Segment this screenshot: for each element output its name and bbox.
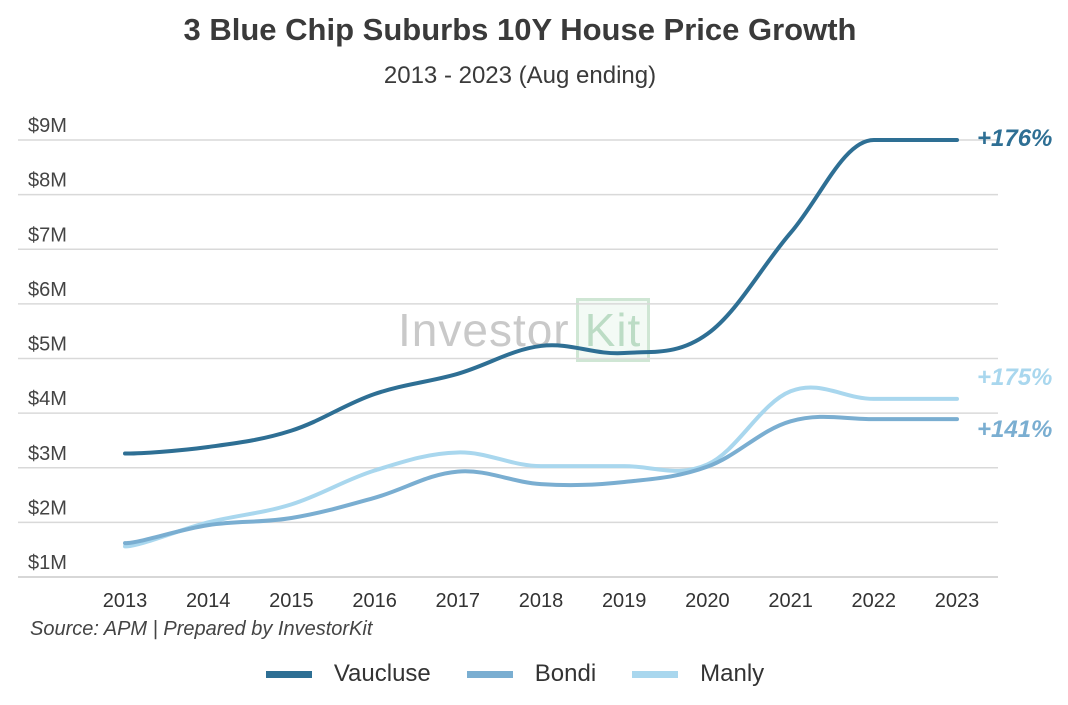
- legend-item-manly[interactable]: Manly: [632, 660, 764, 688]
- y-tick-label: $2M: [28, 497, 67, 519]
- y-tick-label: $8M: [28, 170, 67, 192]
- y-tick-label: $6M: [28, 279, 67, 301]
- x-tick-label: 2014: [186, 590, 231, 612]
- chart-title: 3 Blue Chip Suburbs 10Y House Price Grow…: [183, 12, 857, 47]
- series-line-bondi: [123, 414, 959, 546]
- legend-item-bondi[interactable]: Bondi: [466, 660, 597, 688]
- series-line-vaucluse: [123, 137, 959, 456]
- series-line-manly: [123, 385, 959, 549]
- legend-label-manly: Manly: [700, 660, 765, 687]
- legend-swatch-vaucluse: [265, 670, 312, 678]
- x-tick-label: 2023: [935, 590, 980, 612]
- end-label-manly: +175%: [977, 364, 1052, 391]
- y-tick-label: $1M: [28, 552, 67, 574]
- y-tick-label: $9M: [28, 115, 67, 137]
- x-tick-label: 2018: [519, 590, 564, 612]
- legend-swatch-manly: [632, 670, 679, 678]
- x-tick-label: 2020: [685, 590, 730, 612]
- y-tick-label: $5M: [28, 334, 67, 356]
- chart-subtitle: 2013 - 2023 (Aug ending): [383, 62, 657, 89]
- x-tick-label: 2021: [768, 590, 813, 612]
- chart-legend: Vaucluse Bondi Manly: [0, 660, 1030, 688]
- end-label-vaucluse: +176%: [977, 125, 1052, 152]
- chart-source: Source: APM | Prepared by InvestorKit: [30, 618, 373, 640]
- x-tick-label: 2022: [852, 590, 897, 612]
- end-label-bondi: +141%: [977, 416, 1052, 443]
- x-tick-label: 2016: [352, 590, 397, 612]
- x-tick-label: 2015: [269, 590, 314, 612]
- y-tick-label: $3M: [28, 443, 67, 465]
- legend-item-vaucluse[interactable]: Vaucluse: [265, 660, 431, 688]
- legend-label-bondi: Bondi: [534, 660, 597, 687]
- x-tick-label: 2013: [103, 590, 148, 612]
- x-tick-label: 2019: [602, 590, 647, 612]
- y-tick-label: $7M: [28, 224, 67, 246]
- legend-label-vaucluse: Vaucluse: [333, 660, 431, 687]
- x-tick-label: 2017: [436, 590, 481, 612]
- y-tick-label: $4M: [28, 388, 67, 410]
- legend-swatch-bondi: [466, 670, 513, 678]
